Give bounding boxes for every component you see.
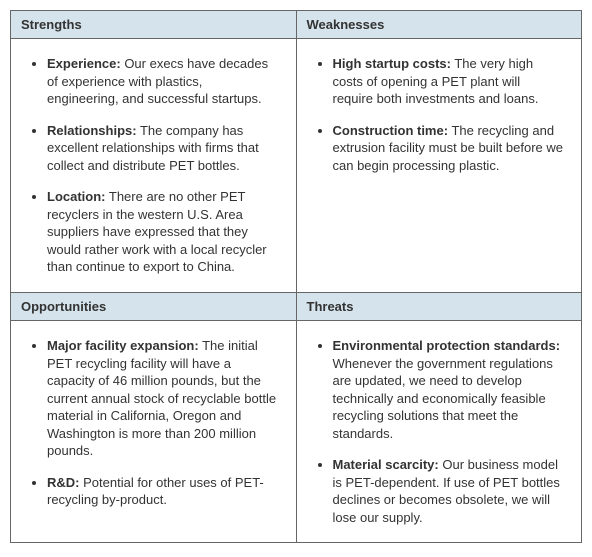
opportunities-cell: Major facility expansion: The initial PE… <box>11 321 297 543</box>
list-item: Material scarcity: Our business model is… <box>333 456 564 526</box>
item-title: Location: <box>47 189 106 204</box>
strengths-header: Strengths <box>11 11 297 39</box>
list-item: Environmental protection standards: When… <box>333 337 564 442</box>
weaknesses-list: High startup costs: The very high costs … <box>305 55 564 174</box>
item-title: R&D: <box>47 475 80 490</box>
weaknesses-cell: High startup costs: The very high costs … <box>296 39 582 293</box>
list-item: Experience: Our execs have decades of ex… <box>47 55 278 108</box>
item-title: Material scarcity: <box>333 457 439 472</box>
threats-list: Environmental protection standards: When… <box>305 337 564 526</box>
list-item: Relationships: The company has excellent… <box>47 122 278 175</box>
list-item: Construction time: The recycling and ext… <box>333 122 564 175</box>
swot-table: Strengths Weaknesses Experience: Our exe… <box>10 10 582 543</box>
item-title: Construction time: <box>333 123 449 138</box>
list-item: R&D: Potential for other uses of PET-rec… <box>47 474 278 509</box>
item-text: Whenever the government regulations are … <box>333 356 553 441</box>
item-title: Experience: <box>47 56 121 71</box>
opportunities-list: Major facility expansion: The initial PE… <box>19 337 278 509</box>
item-title: High startup costs: <box>333 56 451 71</box>
weaknesses-header: Weaknesses <box>296 11 582 39</box>
threats-cell: Environmental protection standards: When… <box>296 321 582 543</box>
threats-header: Threats <box>296 293 582 321</box>
strengths-list: Experience: Our execs have decades of ex… <box>19 55 278 276</box>
item-title: Environmental protection standards: <box>333 338 561 353</box>
item-title: Relationships: <box>47 123 137 138</box>
strengths-cell: Experience: Our execs have decades of ex… <box>11 39 297 293</box>
item-title: Major facility expansion: <box>47 338 199 353</box>
list-item: Major facility expansion: The initial PE… <box>47 337 278 460</box>
item-text: The initial PET recycling facility will … <box>47 338 276 458</box>
list-item: Location: There are no other PET recycle… <box>47 188 278 276</box>
item-text: Potential for other uses of PET-recyclin… <box>47 475 264 508</box>
list-item: High startup costs: The very high costs … <box>333 55 564 108</box>
opportunities-header: Opportunities <box>11 293 297 321</box>
